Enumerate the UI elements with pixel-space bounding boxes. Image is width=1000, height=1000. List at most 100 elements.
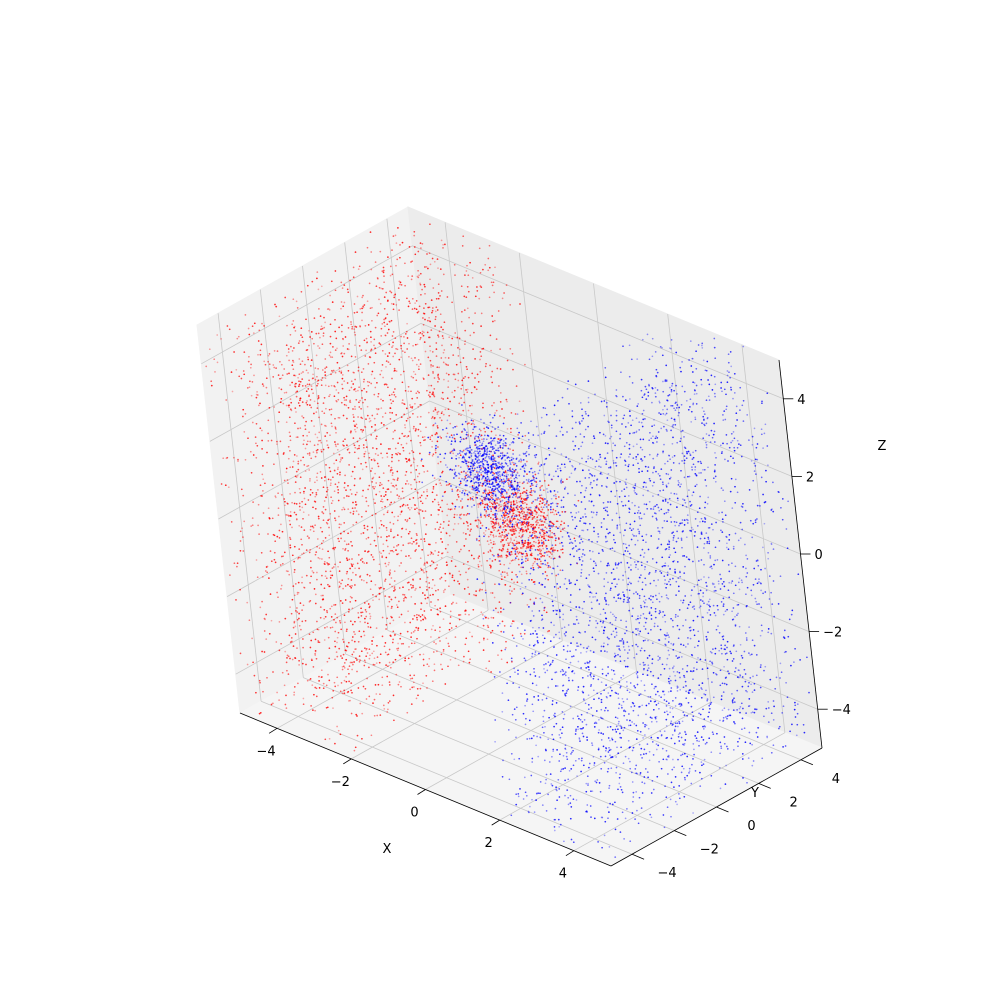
data-point <box>658 400 661 403</box>
data-point <box>529 535 531 537</box>
data-point <box>398 600 400 603</box>
data-point <box>509 518 511 520</box>
data-point <box>251 381 254 383</box>
data-point <box>537 699 540 701</box>
data-point <box>409 688 411 691</box>
data-point <box>407 435 410 437</box>
data-point <box>226 456 229 459</box>
data-point <box>360 349 363 351</box>
data-point <box>377 683 380 686</box>
data-point <box>297 342 300 344</box>
data-point <box>736 439 739 442</box>
data-point <box>499 525 502 528</box>
data-point <box>636 675 639 677</box>
data-point <box>407 532 410 535</box>
data-point <box>460 513 463 516</box>
data-point <box>554 596 557 599</box>
data-point <box>695 483 698 486</box>
data-point <box>319 606 322 608</box>
data-point <box>510 660 513 662</box>
data-point <box>627 757 630 760</box>
data-point <box>256 444 259 447</box>
data-point <box>497 310 500 312</box>
data-point <box>685 733 687 736</box>
data-point <box>244 458 247 461</box>
data-point <box>538 503 541 505</box>
data-point <box>261 439 263 442</box>
data-point <box>559 530 562 533</box>
data-point <box>301 336 304 339</box>
data-point <box>374 583 377 586</box>
data-point <box>520 460 522 463</box>
data-point <box>362 429 364 431</box>
data-point <box>368 456 371 459</box>
data-point <box>598 630 601 633</box>
data-point <box>337 443 339 445</box>
data-point <box>365 496 367 499</box>
data-point <box>357 389 359 392</box>
data-point <box>312 451 315 453</box>
data-point <box>320 449 323 451</box>
data-point <box>474 377 476 379</box>
data-point <box>286 502 289 505</box>
data-point <box>560 523 562 526</box>
data-point <box>540 528 542 531</box>
data-point <box>602 501 605 504</box>
data-point <box>449 616 452 618</box>
data-point <box>298 659 300 662</box>
data-point <box>525 552 528 555</box>
data-point <box>331 547 334 550</box>
data-point <box>601 625 603 628</box>
data-point <box>413 614 416 617</box>
data-point <box>412 631 415 633</box>
data-point <box>490 565 492 568</box>
data-point <box>479 370 482 373</box>
data-point <box>358 447 360 450</box>
data-point <box>360 615 363 617</box>
data-point <box>644 621 647 624</box>
data-point <box>363 378 365 381</box>
data-point <box>345 649 348 652</box>
data-point <box>226 325 229 327</box>
data-point <box>423 471 426 473</box>
data-point <box>623 595 626 598</box>
data-point <box>338 540 340 543</box>
data-point <box>485 667 488 670</box>
data-point <box>367 603 370 605</box>
data-point <box>365 446 368 448</box>
data-point <box>343 530 345 533</box>
data-point <box>490 631 492 634</box>
data-point <box>339 460 341 463</box>
data-point <box>478 555 481 558</box>
data-point <box>329 512 332 515</box>
data-point <box>374 386 377 389</box>
data-point <box>511 622 513 625</box>
data-point <box>412 586 415 589</box>
data-point <box>416 464 419 467</box>
data-point <box>372 498 375 501</box>
data-point <box>501 451 504 454</box>
data-point <box>500 607 502 609</box>
data-point <box>262 385 265 387</box>
data-point <box>450 603 453 605</box>
data-point <box>620 704 623 707</box>
data-point <box>412 376 415 379</box>
data-point <box>460 320 463 323</box>
data-point <box>376 277 379 279</box>
data-point <box>715 672 717 675</box>
data-point <box>391 377 393 380</box>
data-point <box>314 433 317 436</box>
data-point <box>447 373 450 376</box>
data-point <box>390 302 393 305</box>
data-point <box>463 655 465 658</box>
data-point <box>351 585 353 587</box>
data-point <box>353 371 355 374</box>
data-point <box>520 546 522 549</box>
data-point <box>541 544 544 547</box>
data-point <box>549 551 552 554</box>
data-point <box>511 559 514 562</box>
data-point <box>281 494 283 496</box>
data-point <box>466 512 469 515</box>
data-point <box>330 373 332 376</box>
data-point <box>445 372 448 375</box>
